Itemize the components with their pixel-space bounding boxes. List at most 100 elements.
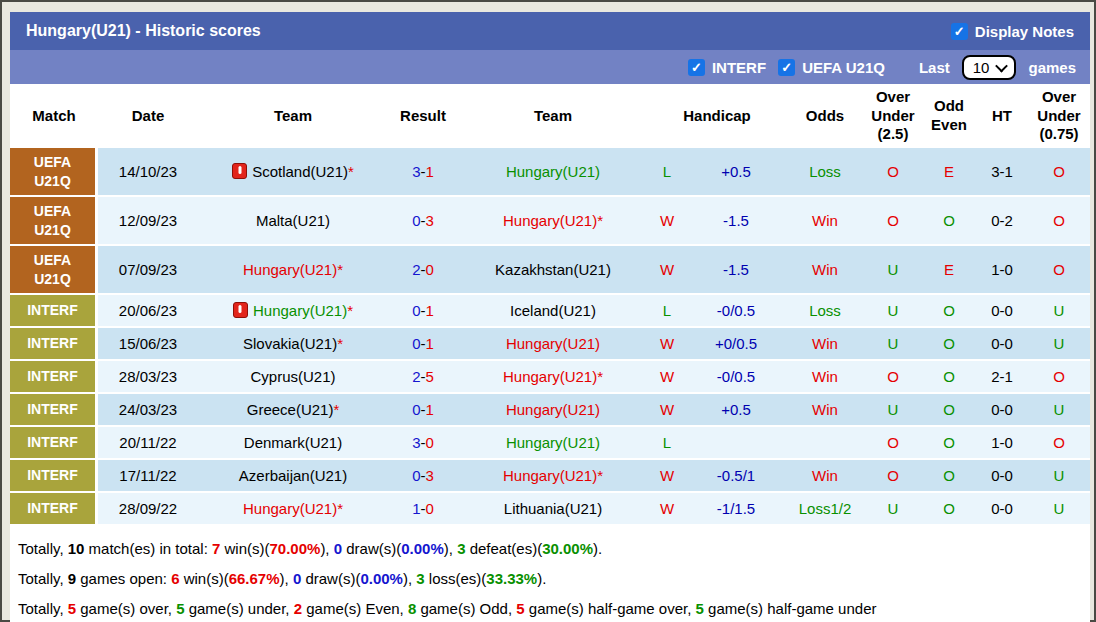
cell-ht: 1-0 (976, 246, 1028, 295)
away-team-name: Hungary(U21) (503, 467, 597, 484)
cell-result: 0-3 (388, 197, 458, 246)
display-notes-toggle[interactable]: Display Notes (951, 23, 1074, 40)
cell-over-under-25: U (864, 493, 922, 526)
match-row: INTERF24/03/23Greece(U21)*0-1Hungary(U21… (10, 394, 1090, 427)
cell-handicap-result: W (648, 361, 686, 394)
cell-away-team: Hungary(U21)* (458, 460, 648, 493)
away-score: 5 (426, 368, 434, 385)
cell-result: 0-3 (388, 460, 458, 493)
away-score: 0 (426, 261, 434, 278)
cell-over-under-075: U (1028, 394, 1090, 427)
cell-league: UEFA U21Q (10, 246, 98, 295)
cell-league: INTERF (10, 460, 98, 493)
cell-home-team: Denmark(U21) (198, 427, 388, 460)
cell-date: 20/06/23 (98, 295, 198, 328)
home-team-name: Greece(U21) (247, 401, 334, 418)
summary-segment: 10 (68, 540, 85, 557)
summary-segment: ), (444, 540, 457, 557)
interf-filter-toggle[interactable]: INTERF (688, 59, 766, 76)
cell-ht: 3-1 (976, 148, 1028, 197)
cell-league: INTERF (10, 394, 98, 427)
cell-odd-even: O (922, 197, 976, 246)
team-star-mark: * (337, 335, 343, 352)
column-header-7: Odds (786, 84, 864, 148)
summary-segment: 0.00% (401, 540, 444, 557)
cell-odd-even: O (922, 394, 976, 427)
away-team-name: Kazakhstan(U21) (495, 261, 611, 278)
uefa-checkbox[interactable] (778, 59, 795, 76)
away-team-name: Hungary(U21) (503, 368, 597, 385)
cell-handicap: +0.5 (686, 394, 786, 427)
team-star-mark: * (337, 261, 343, 278)
cell-date: 17/11/22 (98, 460, 198, 493)
summary-segment: defeat(es)( (465, 540, 542, 557)
cell-over-under-25: U (864, 246, 922, 295)
summary-segment: 0.00% (360, 570, 403, 587)
cell-odd-even: E (922, 148, 976, 197)
cell-odd-even: O (922, 361, 976, 394)
display-notes-label: Display Notes (975, 23, 1074, 40)
games-label: games (1028, 59, 1076, 76)
column-header-3: Team (198, 84, 388, 148)
cell-result: 2-5 (388, 361, 458, 394)
cell-away-team: Hungary(U21) (458, 394, 648, 427)
cell-odds: Loss (786, 295, 864, 328)
display-notes-checkbox[interactable] (951, 23, 968, 40)
home-team-name: Cyprus(U21) (250, 368, 335, 385)
summary-segment: ). (537, 570, 546, 587)
interf-checkbox[interactable] (688, 59, 705, 76)
cell-home-team: Hungary(U21)* (198, 246, 388, 295)
table-header-row: MatchDateTeamResultTeamHandicapOddsOver … (10, 84, 1090, 148)
home-team-name: Slovakia(U21) (243, 335, 337, 352)
cell-handicap-result: L (648, 295, 686, 328)
home-team-name: Hungary(U21) (253, 302, 347, 319)
cell-handicap: -0.5/1 (686, 460, 786, 493)
last-games-select[interactable]: 10 (962, 55, 1017, 80)
cell-handicap-result: W (648, 328, 686, 361)
column-header-4: Result (388, 84, 458, 148)
cell-ht: 2-1 (976, 361, 1028, 394)
home-score: 0 (412, 335, 420, 352)
summary-segment: 9 (68, 570, 76, 587)
cell-result: 1-0 (388, 493, 458, 526)
away-team-name: Hungary(U21) (506, 401, 600, 418)
cell-over-under-25: O (864, 148, 922, 197)
summary-segment: 3 (416, 570, 424, 587)
filter-bar: INTERF UEFA U21Q Last 10 games (10, 50, 1090, 84)
cell-over-under-075: O (1028, 427, 1090, 460)
last-games-value: 10 (973, 59, 990, 76)
summary-segment: draw(s)( (342, 540, 401, 557)
summary-segment: 5 (696, 600, 704, 617)
home-score: 0 (412, 467, 420, 484)
cell-odd-even: O (922, 328, 976, 361)
away-team-name: Hungary(U21) (506, 163, 600, 180)
column-header-2: Date (98, 84, 198, 148)
summary-segment: 0 (293, 570, 301, 587)
cell-odd-even: O (922, 427, 976, 460)
summary-segment: game(s) Odd, (416, 600, 516, 617)
uefa-filter-toggle[interactable]: UEFA U21Q (778, 59, 885, 76)
cell-date: 14/10/23 (98, 148, 198, 197)
cell-date: 28/09/22 (98, 493, 198, 526)
column-header-1: Match (10, 84, 98, 148)
cell-date: 28/03/23 (98, 361, 198, 394)
uefa-label: UEFA U21Q (802, 59, 885, 76)
home-score: 0 (412, 302, 420, 319)
cell-handicap-result: W (648, 246, 686, 295)
home-score: 2 (412, 261, 420, 278)
app-window: Hungary(U21) - Historic scores Display N… (0, 0, 1096, 622)
cell-odd-even: O (922, 460, 976, 493)
away-score: 3 (426, 212, 434, 229)
cell-odd-even: E (922, 246, 976, 295)
summary-segment: 70.00% (270, 540, 321, 557)
cell-handicap: -0/0.5 (686, 361, 786, 394)
cell-handicap: -1/1.5 (686, 493, 786, 526)
cell-league: UEFA U21Q (10, 148, 98, 197)
summary-segment: game(s) over, (76, 600, 176, 617)
cell-over-under-25: O (864, 361, 922, 394)
cell-handicap: +0/0.5 (686, 328, 786, 361)
column-header-10: HT (976, 84, 1028, 148)
cell-home-team: Hungary(U21)* (198, 295, 388, 328)
away-team-name: Hungary(U21) (506, 335, 600, 352)
column-header-8: Over Under (2.5) (864, 84, 922, 148)
